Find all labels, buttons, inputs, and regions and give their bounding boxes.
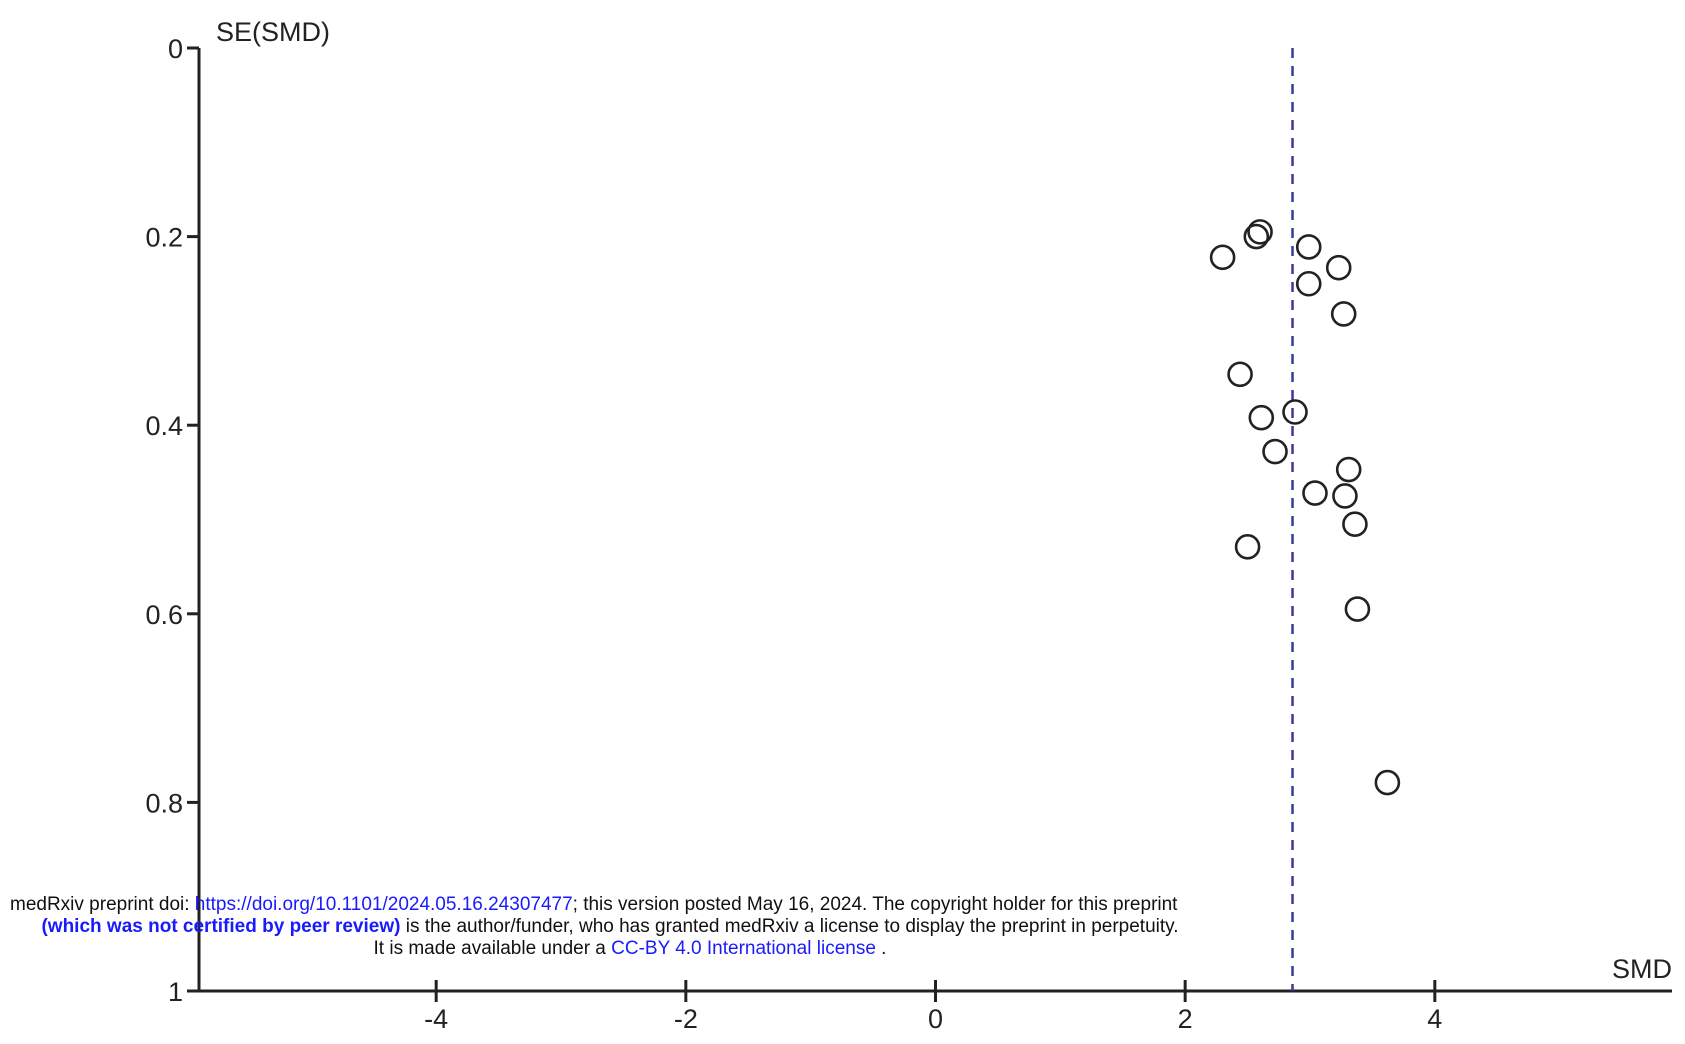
study-point: [1282, 399, 1308, 425]
study-point: [1243, 223, 1270, 250]
study-point: [1247, 219, 1273, 245]
study-point: [1335, 456, 1362, 483]
doi-link[interactable]: https://doi.org/10.1101/2024.05.16.24307…: [194, 894, 573, 915]
x-tick-label: 2: [1178, 1004, 1193, 1034]
x-axis-ticks: -4 -2 0 2 4: [424, 980, 1442, 1034]
y-axis-title: SE(SMD): [216, 17, 330, 47]
study-point: [1374, 769, 1401, 796]
x-tick-label: 0: [928, 1004, 943, 1034]
x-tick-label: -2: [674, 1004, 698, 1034]
study-point: [1234, 534, 1261, 560]
study-point: [1248, 404, 1275, 431]
x-axis-title: SMD: [1612, 954, 1672, 984]
license-link[interactable]: CC-BY 4.0 International license: [611, 938, 876, 959]
study-point: [1302, 480, 1328, 506]
y-tick-label: 0.6: [145, 600, 183, 630]
watermark-license-text: is the author/funder, who has granted me…: [400, 916, 1179, 937]
watermark-end: .: [875, 938, 887, 959]
y-tick-label: 0.4: [145, 411, 183, 441]
study-point: [1262, 438, 1288, 465]
watermark-line-2: (which was not certified by peer review)…: [0, 916, 1340, 938]
study-point: [1342, 511, 1368, 538]
watermark-line-1: medRxiv preprint doi: https://doi.org/10…: [0, 894, 1340, 916]
y-axis-ticks: 0 0.2 0.4 0.6 0.8 1: [145, 34, 199, 1007]
study-point: [1209, 244, 1236, 271]
study-point: [1227, 361, 1253, 388]
study-point: [1332, 483, 1358, 509]
x-tick-label: -4: [424, 1004, 448, 1034]
study-points: [1209, 219, 1401, 796]
study-point: [1295, 234, 1322, 260]
not-certified-notice: (which was not certified by peer review): [41, 916, 401, 937]
watermark-prefix: medRxiv preprint doi:: [10, 894, 195, 915]
y-tick-label: 0.2: [145, 223, 183, 253]
y-tick-label: 0.8: [145, 788, 183, 818]
watermark-suffix: ; this version posted May 16, 2024. The …: [572, 894, 1178, 915]
study-point: [1325, 254, 1352, 281]
preprint-watermark: medRxiv preprint doi: https://doi.org/10…: [0, 894, 1340, 960]
watermark-available: It is made available under a: [373, 938, 612, 959]
watermark-line-3: It is made available under a CC-BY 4.0 I…: [0, 938, 1340, 960]
x-tick-label: 4: [1427, 1004, 1442, 1034]
y-tick-label: 0: [168, 34, 183, 64]
study-point: [1330, 301, 1357, 327]
study-point: [1295, 270, 1322, 297]
study-point: [1344, 596, 1371, 622]
y-tick-label: 1: [168, 977, 183, 1007]
